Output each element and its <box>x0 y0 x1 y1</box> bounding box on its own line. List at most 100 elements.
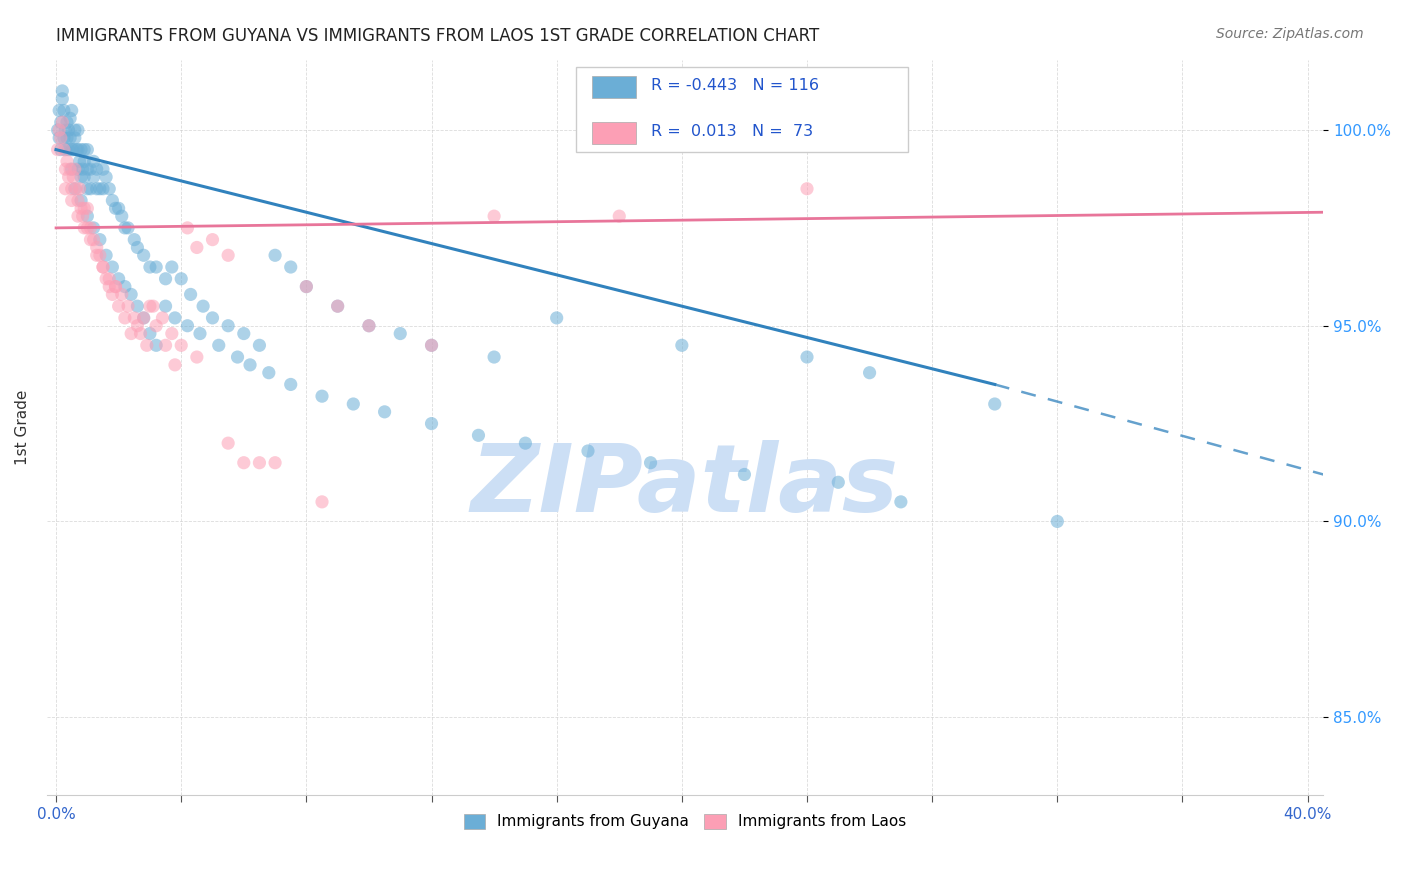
Point <box>76 143 98 157</box>
Text: R = -0.443   N = 116: R = -0.443 N = 116 <box>651 78 818 93</box>
Point <box>72 162 94 177</box>
Point <box>65 143 87 157</box>
Point <box>111 209 134 223</box>
Point <box>124 233 146 247</box>
Point <box>163 310 186 325</box>
Point <box>76 209 98 223</box>
Point <box>124 310 146 325</box>
Point <box>55 143 77 157</box>
Point <box>56 115 79 129</box>
Point <box>94 272 117 286</box>
Point <box>420 338 443 352</box>
Point <box>98 182 121 196</box>
Point <box>58 123 80 137</box>
Point <box>114 310 136 325</box>
Point <box>63 131 86 145</box>
Point <box>51 84 73 98</box>
Point <box>357 318 380 333</box>
Point <box>60 194 83 208</box>
Point <box>91 162 114 177</box>
Point <box>86 182 108 196</box>
Point <box>56 154 79 169</box>
Point <box>114 279 136 293</box>
Point <box>89 233 111 247</box>
Point <box>76 202 98 216</box>
Point <box>142 299 165 313</box>
Point <box>176 220 198 235</box>
Text: ZIPatlas: ZIPatlas <box>471 441 898 533</box>
Point <box>239 358 262 372</box>
Point <box>101 194 124 208</box>
Point <box>107 272 129 286</box>
Point <box>249 456 271 470</box>
Point <box>60 162 83 177</box>
Point <box>186 240 208 254</box>
Point <box>607 209 630 223</box>
Legend: Immigrants from Guyana, Immigrants from Laos: Immigrants from Guyana, Immigrants from … <box>457 808 912 836</box>
Point <box>482 350 505 364</box>
Point <box>155 299 177 313</box>
Point <box>52 143 75 157</box>
Text: Source: ZipAtlas.com: Source: ZipAtlas.com <box>1216 27 1364 41</box>
Point <box>1046 515 1069 529</box>
Point <box>890 495 912 509</box>
Point <box>217 248 239 262</box>
Point <box>89 248 111 262</box>
Point <box>55 182 77 196</box>
Point <box>139 260 162 274</box>
Point <box>48 131 70 145</box>
Point <box>94 169 117 184</box>
Point <box>73 154 96 169</box>
Point <box>79 233 101 247</box>
Point <box>66 194 89 208</box>
Point <box>117 220 139 235</box>
Point <box>69 154 91 169</box>
Point <box>208 338 231 352</box>
Point <box>83 220 105 235</box>
Point <box>49 115 72 129</box>
Point <box>482 209 505 223</box>
Point <box>76 182 98 196</box>
Point <box>160 326 183 341</box>
Point <box>129 326 152 341</box>
Point <box>132 310 155 325</box>
Point <box>107 299 129 313</box>
Point <box>60 182 83 196</box>
Point <box>60 103 83 118</box>
Point <box>49 131 72 145</box>
Point <box>145 318 167 333</box>
Point <box>217 436 239 450</box>
Point <box>264 456 287 470</box>
Point <box>180 287 202 301</box>
Point <box>232 326 254 341</box>
Point <box>101 260 124 274</box>
Point <box>264 248 287 262</box>
Point <box>139 299 162 313</box>
Point <box>160 260 183 274</box>
Point <box>73 220 96 235</box>
Point <box>186 350 208 364</box>
Point <box>201 310 224 325</box>
Point <box>120 287 142 301</box>
Point <box>62 169 84 184</box>
Point <box>671 338 693 352</box>
Point <box>152 310 174 325</box>
Point <box>311 389 333 403</box>
Point <box>176 318 198 333</box>
Point <box>827 475 849 490</box>
Point <box>91 260 114 274</box>
Point <box>79 220 101 235</box>
Point <box>257 366 280 380</box>
Point <box>342 397 364 411</box>
Point <box>83 233 105 247</box>
Point <box>733 467 755 482</box>
Point <box>63 162 86 177</box>
Point <box>155 272 177 286</box>
Point <box>232 456 254 470</box>
Point <box>217 318 239 333</box>
Point <box>89 182 111 196</box>
Point <box>70 194 93 208</box>
Point <box>73 202 96 216</box>
Point <box>66 162 89 177</box>
Point <box>59 131 82 145</box>
